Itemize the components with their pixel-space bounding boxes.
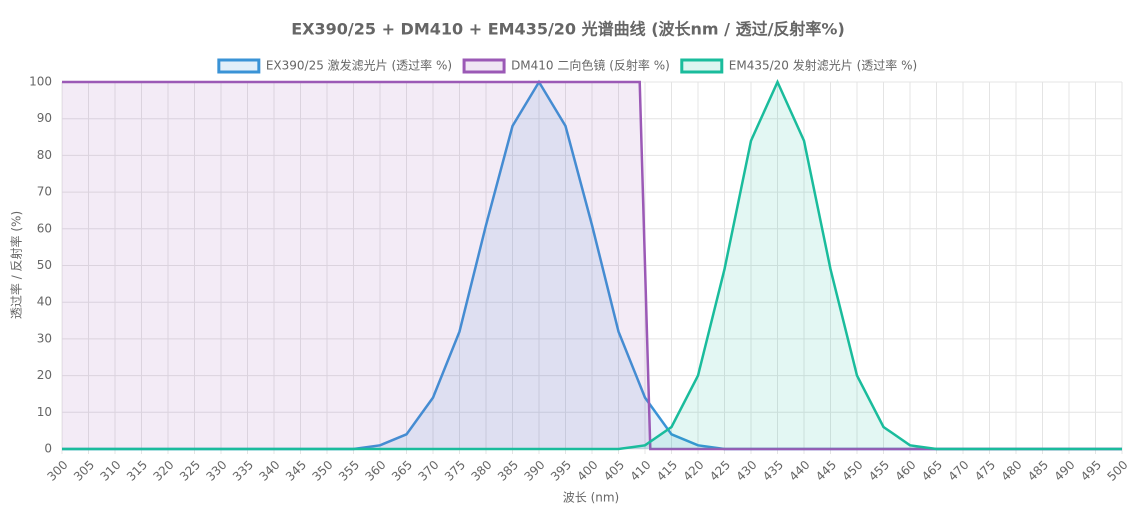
- x-tick-label: 350: [309, 458, 335, 484]
- x-tick-label: 365: [389, 458, 415, 484]
- x-tick-label: 410: [627, 458, 653, 484]
- area: [62, 82, 1122, 449]
- legend-label: EX390/25 激发滤光片 (透过率 %): [266, 58, 452, 73]
- y-tick-label: 50: [37, 258, 52, 272]
- x-tick-label: 370: [415, 458, 441, 484]
- x-tick-label: 360: [362, 458, 388, 484]
- x-tick-label: 480: [998, 458, 1024, 484]
- x-tick-label: 380: [468, 458, 494, 484]
- x-tick-label: 470: [945, 458, 971, 484]
- x-tick-label: 425: [707, 458, 733, 484]
- x-tick-label: 330: [203, 458, 229, 484]
- legend-swatch: [680, 58, 724, 74]
- legend-label: DM410 二向色镜 (反射率 %): [511, 58, 670, 73]
- y-tick-label: 40: [37, 295, 52, 309]
- x-tick-label: 420: [680, 458, 706, 484]
- y-tick-label: 0: [44, 442, 52, 456]
- y-tick-label: 100: [29, 75, 52, 89]
- y-tick-label: 30: [37, 331, 52, 345]
- legend-swatch: [217, 58, 261, 74]
- x-tick-label: 440: [786, 458, 812, 484]
- y-tick-label: 70: [37, 185, 52, 199]
- x-tick-label: 460: [892, 458, 918, 484]
- x-tick-label: 490: [1051, 458, 1077, 484]
- x-tick-label: 305: [71, 458, 97, 484]
- x-tick-label: 340: [256, 458, 282, 484]
- x-tick-label: 465: [919, 458, 945, 484]
- x-tick-label: 395: [548, 458, 574, 484]
- x-tick-label: 430: [733, 458, 759, 484]
- x-tick-label: 500: [1104, 458, 1130, 484]
- y-tick-label: 80: [37, 148, 52, 162]
- y-tick-label: 90: [37, 111, 52, 125]
- x-tick-label: 455: [866, 458, 892, 484]
- x-tick-label: 385: [495, 458, 521, 484]
- x-axis-title: 波长 (nm): [563, 491, 619, 505]
- y-tick-label: 60: [37, 221, 52, 235]
- line: [62, 78, 1122, 451]
- legend: EX390/25 激发滤光片 (透过率 %) DM410 二向色镜 (反射率 %)…: [217, 58, 917, 74]
- line: [62, 80, 1122, 451]
- legend-label: EM435/20 发射滤光片 (透过率 %): [729, 58, 917, 73]
- y-axis-title: 透过率 / 反射率 (%): [9, 211, 24, 319]
- y-tick-label: 20: [37, 368, 52, 382]
- x-tick-label: 310: [97, 458, 123, 484]
- x-tick-label: 315: [124, 458, 150, 484]
- x-tick-label: 485: [1025, 458, 1051, 484]
- x-tick-label: 355: [336, 458, 362, 484]
- x-tick-label: 415: [654, 458, 680, 484]
- x-tick-label: 405: [601, 458, 627, 484]
- x-tick-label: 335: [230, 458, 256, 484]
- x-tick-label: 400: [574, 458, 600, 484]
- x-tick-label: 450: [839, 458, 865, 484]
- x-tick-label: 435: [760, 458, 786, 484]
- chart-title: EX390/25 + DM410 + EM435/20 光谱曲线 (波长nm /…: [291, 20, 845, 39]
- legend-swatch: [462, 58, 506, 74]
- y-tick-label: 10: [37, 405, 52, 419]
- x-tick-label: 320: [150, 458, 176, 484]
- x-tick-label: 445: [813, 458, 839, 484]
- x-tick-label: 300: [44, 458, 70, 484]
- x-tick-label: 390: [521, 458, 547, 484]
- x-tick-label: 375: [442, 458, 468, 484]
- x-tick-label: 325: [177, 458, 203, 484]
- x-tick-label: 345: [283, 458, 309, 484]
- x-tick-label: 495: [1078, 458, 1104, 484]
- area: [62, 82, 1122, 449]
- x-tick-label: 475: [972, 458, 998, 484]
